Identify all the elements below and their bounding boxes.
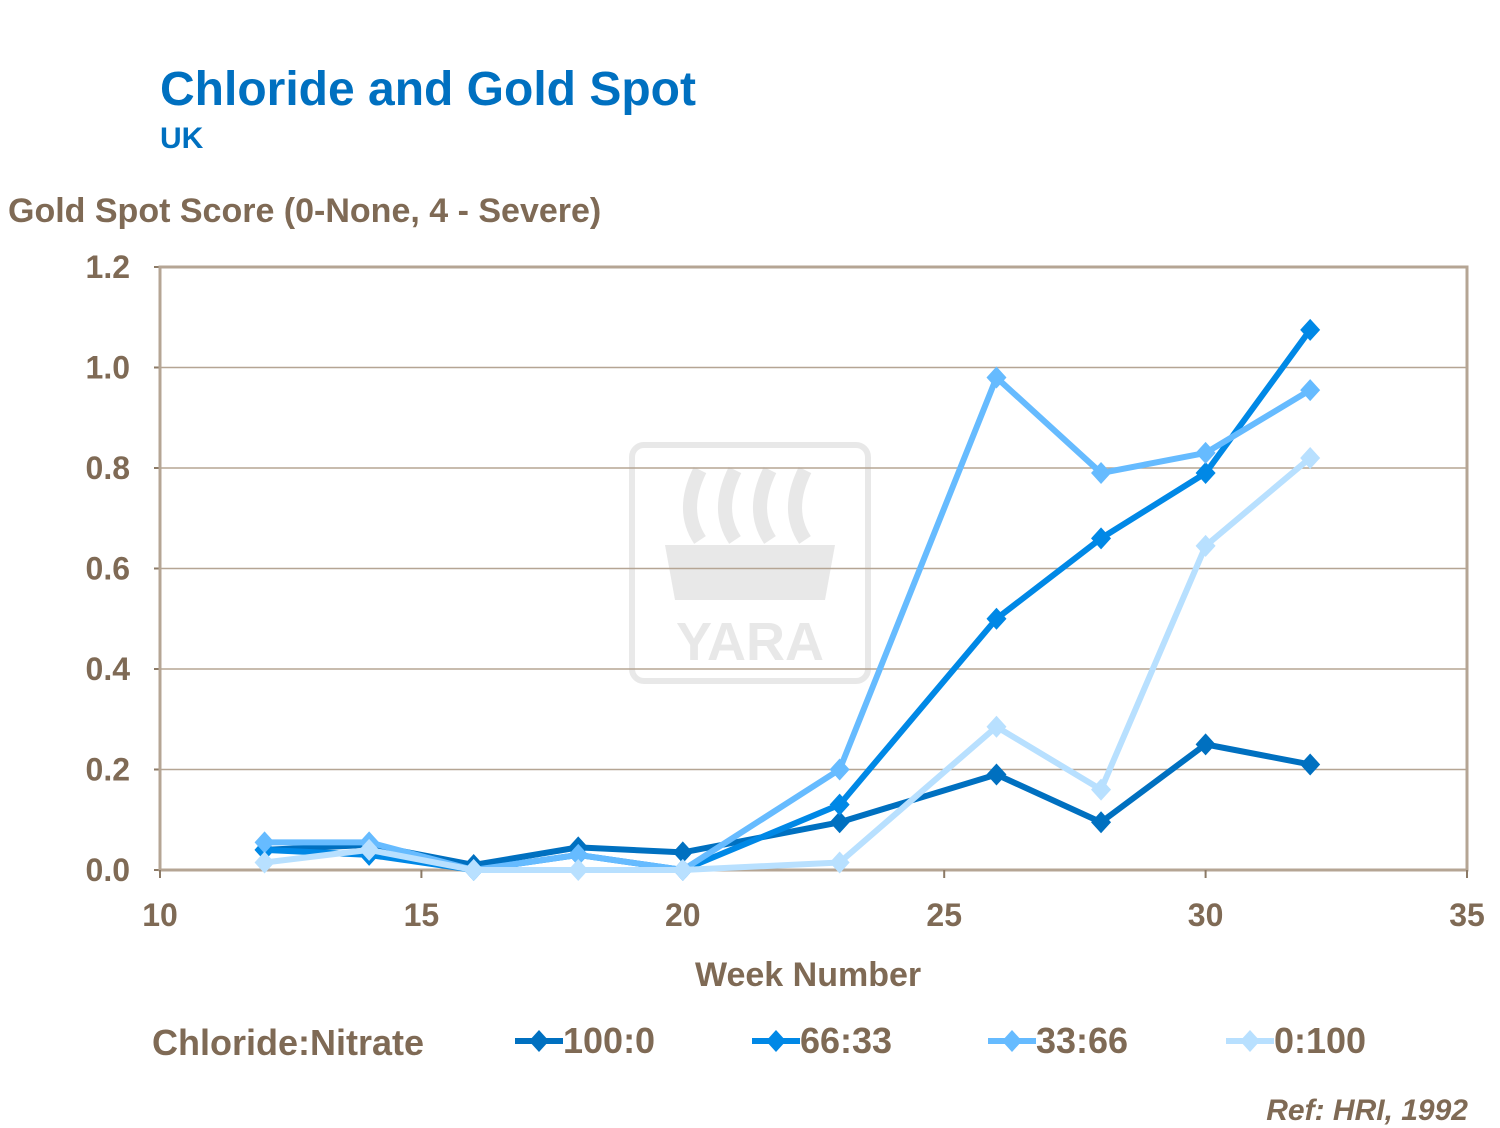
x-tick-label: 15 — [404, 897, 440, 933]
svg-text:YARA: YARA — [676, 612, 824, 672]
data-point — [1300, 753, 1321, 776]
y-tick-label: 0.0 — [86, 852, 130, 888]
legend-item: 33:66 — [988, 1020, 1128, 1062]
y-tick-label: 1.2 — [86, 249, 130, 285]
data-point — [986, 763, 1007, 786]
x-axis-label: Week Number — [695, 956, 922, 994]
data-point — [986, 715, 1007, 738]
x-tick-label: 20 — [665, 897, 701, 933]
data-point — [672, 841, 693, 864]
data-point — [1300, 446, 1321, 469]
series-line-33-66 — [264, 374, 1312, 873]
data-point — [829, 758, 850, 781]
data-point — [1091, 778, 1112, 801]
legend-marker — [1226, 1030, 1274, 1052]
data-point — [568, 843, 589, 866]
y-tick-label: 0.2 — [86, 752, 130, 788]
data-point — [254, 831, 275, 854]
data-point — [1195, 462, 1216, 485]
legend-item: 0:100 — [1226, 1020, 1366, 1062]
series-line-0-100 — [264, 455, 1313, 873]
data-point — [463, 859, 484, 881]
data-point — [359, 838, 380, 861]
legend-marker — [988, 1030, 1036, 1052]
data-point — [829, 851, 850, 874]
data-point — [986, 607, 1007, 630]
legend-label: 66:33 — [800, 1020, 893, 1061]
data-point — [1300, 318, 1321, 341]
legend-label: 33:66 — [1036, 1020, 1129, 1061]
data-point — [829, 811, 850, 834]
data-point — [829, 793, 850, 816]
y-tick-label: 0.6 — [86, 551, 130, 587]
legend-item: 66:33 — [752, 1020, 892, 1062]
chart-title: Chloride and Gold Spot — [160, 63, 696, 116]
data-point — [1300, 379, 1321, 402]
x-tick-label: 30 — [1188, 897, 1224, 933]
legend-item: 100:0 — [515, 1020, 655, 1062]
data-point — [1091, 462, 1112, 485]
x-tick-label: 35 — [1449, 897, 1485, 933]
data-point — [1091, 811, 1112, 834]
plot-frame — [158, 265, 1469, 872]
yara-watermark: YARA — [629, 442, 871, 684]
legend-marker — [515, 1030, 563, 1052]
chart-subtitle: UK — [160, 122, 204, 155]
legend-marker — [752, 1030, 800, 1052]
y-tick-label: 0.8 — [86, 450, 130, 486]
data-point — [568, 859, 589, 881]
legend-title: Chloride:Nitrate — [152, 1022, 425, 1063]
legend-label: 100:0 — [563, 1020, 656, 1061]
data-point — [1195, 534, 1216, 557]
y-tick-label: 1.0 — [86, 350, 130, 386]
reference-note: Ref: HRI, 1992 — [1266, 1094, 1468, 1127]
legend-label: 0:100 — [1274, 1020, 1367, 1061]
data-point — [672, 859, 693, 881]
data-point — [1195, 441, 1216, 464]
data-point — [1195, 733, 1216, 756]
x-tick-label: 25 — [926, 897, 962, 933]
y-tick-label: 0.4 — [86, 651, 131, 687]
y-axis-label: Gold Spot Score (0-None, 4 - Severe) — [8, 192, 602, 230]
x-tick-label: 10 — [142, 897, 178, 933]
data-point — [254, 851, 275, 874]
data-point — [1091, 527, 1112, 550]
data-point — [986, 366, 1007, 389]
